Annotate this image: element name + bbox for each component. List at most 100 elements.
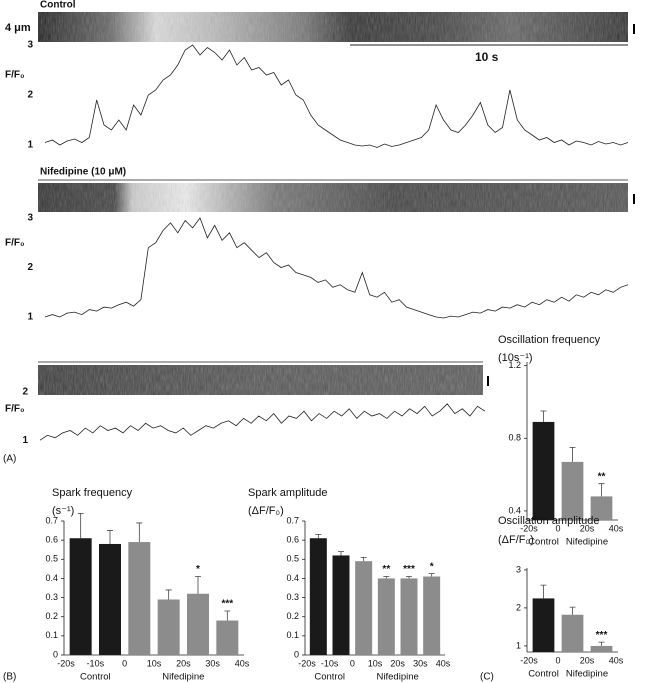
y-tick-label: 0.6 [286,535,299,545]
y-axis-label: (ΔF/F₀) [248,505,284,517]
group-label: Nifedipine [566,669,608,680]
bar [400,578,418,655]
y-tick-label: 2 [516,602,521,612]
y-tick-label: 1 [27,312,33,323]
significance: *** [221,599,233,610]
trace [44,44,629,148]
significance: * [430,561,434,572]
y-axis-label: (10s⁻¹) [498,352,533,364]
y-tick-label: 2 [27,262,33,273]
x-tick-label: -20s [520,523,538,533]
error-bar [540,584,547,599]
error-bar [406,576,412,579]
x-tick-label: -20s [298,658,316,668]
error-bar [224,610,231,621]
chart-title: Spark amplitude [248,487,328,499]
space-scale-label: 4 μm [5,22,31,34]
y-tick-label: 2 [27,90,33,101]
x-tick-label: 20s [580,523,595,533]
y-tick-label: 0.6 [45,535,58,545]
x-tick-label: -10s [321,658,339,668]
panel-label: (B) [3,672,16,683]
y-axis-label: (s⁻¹) [52,505,74,517]
significance: *** [403,564,415,575]
bar [157,599,180,655]
group-label: Control [528,669,559,680]
y-tick-label: 0.5 [286,554,299,564]
y-tick-label: 1 [27,140,33,151]
x-tick-label: -20s [57,658,75,668]
x-tick-label: 20s [176,658,191,668]
bar [187,593,209,655]
error-bar [598,641,605,646]
error-bar [569,446,576,462]
error-bar [338,551,344,556]
x-tick-label: 0 [350,658,355,668]
x-tick-label: 40s [436,658,451,668]
group-label: Nifedipine [162,672,204,683]
y-tick-label: 0.1 [286,630,299,640]
y-tick-label: 0.4 [286,573,299,583]
y-tick-label: 0.4 [508,505,521,515]
bar [309,538,327,655]
y-axis-label: F/F₀ [5,238,25,249]
bar [561,461,584,520]
trace [44,217,629,319]
group-label: Nifedipine [566,537,608,548]
y-tick-label: 3 [27,213,33,224]
y-tick-label: 0.2 [286,611,299,621]
error-bar [136,522,143,543]
bar [355,561,373,655]
y-tick-label: 0.3 [286,592,299,602]
trace-title: Control [40,0,76,11]
bar [423,576,441,655]
bar [377,578,395,655]
bar [69,538,92,655]
y-tick-label: 0.3 [45,592,58,602]
error-bar [107,530,113,544]
y-tick-label: 2 [22,386,28,397]
error-bar [540,410,547,422]
y-tick-label: 3 [27,40,33,51]
error-bar [165,589,172,600]
bar [532,598,555,652]
x-tick-label: 0 [555,523,560,533]
y-axis-label: (ΔF/F₀) [498,534,534,546]
chart-title: Oscillation amplitude [498,515,600,527]
error-bar [383,576,390,579]
y-tick-label: 0.4 [45,573,58,583]
chart-title: Oscillation frequency [498,334,601,346]
y-tick-label: 0.5 [45,554,58,564]
y-tick-label: 1.2 [508,360,521,370]
x-tick-label: 20s [390,658,405,668]
x-tick-label: 30s [205,658,220,668]
x-tick-label: 40s [609,523,624,533]
panel-label: (A) [3,454,16,465]
x-tick-label: 10s [368,658,383,668]
time-scale-label: 10 s [475,50,499,64]
x-tick-label: 30s [413,658,428,668]
y-tick-label: 0.1 [45,630,58,640]
bar [128,542,151,655]
linescan-texture [38,365,483,395]
y-tick-label: 3 [516,564,521,574]
y-axis-label: F/F₀ [5,404,25,415]
x-tick-label: 10s [147,658,162,668]
y-tick-label: 0.7 [286,515,299,525]
panel-label: (C) [480,672,494,683]
x-tick-label: 0 [122,658,127,668]
bar [561,614,584,652]
y-tick-label: 1 [22,435,28,446]
x-tick-label: -20s [520,655,538,665]
bar [216,620,239,655]
error-bar [77,512,84,539]
bar [332,555,350,655]
error-bar [195,576,201,594]
error-bar [428,573,435,577]
significance: ** [598,471,606,482]
bar [590,645,613,652]
bar [532,421,555,520]
chart-title: Spark frequency [52,487,133,499]
x-tick-label: 40s [235,658,250,668]
